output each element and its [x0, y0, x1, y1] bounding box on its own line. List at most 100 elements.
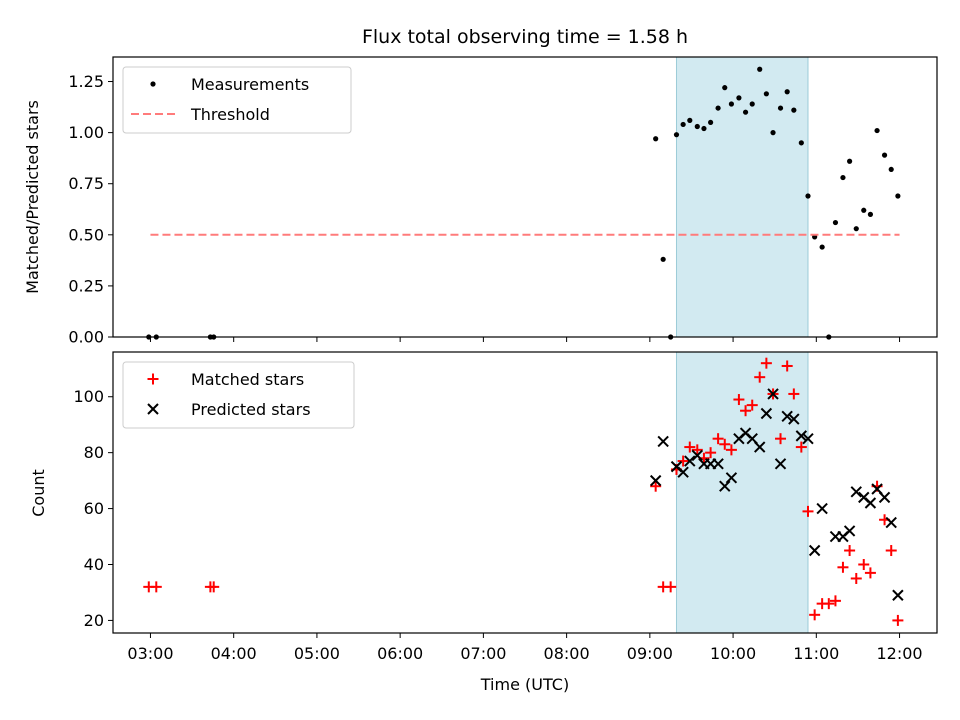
matched-stars-point — [837, 561, 849, 573]
measurements-point — [660, 256, 666, 262]
matched-stars-point — [885, 545, 897, 557]
legend-marker — [147, 373, 159, 385]
x-stroke-b — [850, 486, 862, 498]
predicted-stars-series — [649, 388, 904, 601]
legend-box — [122, 66, 352, 134]
matched-stars-point — [725, 444, 737, 456]
x-stroke-b — [774, 458, 787, 470]
matched-stars-point — [665, 581, 677, 593]
x-stroke-b — [781, 410, 793, 423]
legend-label: Matched stars — [191, 370, 304, 389]
matched-stars-point — [781, 360, 793, 372]
legend: Measurements Threshold — [122, 66, 352, 134]
x-stroke-b — [670, 460, 683, 473]
measurements-point — [853, 226, 859, 232]
measurements-point — [736, 95, 742, 101]
predicted-stars-point — [725, 472, 738, 484]
matched-stars-point — [829, 595, 841, 607]
measurements-point — [763, 91, 769, 97]
predicted-stars-point — [808, 544, 821, 557]
y-tick-label: 60 — [84, 499, 104, 518]
predicted-stars-point — [788, 413, 800, 425]
measurements-point — [701, 125, 707, 132]
x-stroke-b — [858, 491, 870, 504]
x-tick-label: 09:00 — [627, 644, 673, 663]
matched-stars-point — [208, 581, 220, 593]
matched-stars-point — [150, 581, 162, 593]
measurements-point — [722, 85, 728, 91]
matched-stars-point — [746, 399, 758, 411]
predicted-stars-point — [677, 466, 689, 478]
matched-stars-point — [788, 388, 800, 400]
x-stroke-b — [788, 413, 800, 425]
predicted-stars-point — [684, 455, 696, 467]
predicted-stars-point — [843, 525, 856, 537]
legend-label: Predicted stars — [191, 400, 311, 419]
predicted-stars-point — [850, 486, 862, 498]
x-tick-label: 06:00 — [377, 644, 423, 663]
x-tick-label: 07:00 — [460, 644, 506, 663]
measurements-point — [847, 158, 853, 164]
measurements-point — [770, 130, 776, 136]
predicted-stars-point — [691, 449, 703, 462]
measurements-point — [805, 193, 811, 199]
x-stroke-b — [657, 435, 669, 448]
y-tick-label: 1.25 — [68, 72, 104, 91]
y-tick-label: 40 — [84, 555, 104, 574]
predicted-stars-point — [774, 458, 787, 470]
matched-stars-point — [719, 438, 731, 450]
matched-stars-point — [691, 444, 703, 456]
x-stroke-b — [147, 403, 159, 415]
measurements-point — [867, 211, 874, 217]
x-stroke-b — [754, 441, 766, 453]
matched-stars-point — [677, 455, 689, 467]
y-tick-label: 0.25 — [68, 276, 104, 295]
matched-stars-point — [795, 441, 807, 453]
predicted-stars-point — [754, 441, 766, 453]
measurements-point — [881, 152, 888, 158]
matched-stars-point — [705, 447, 717, 459]
predicted-stars-point — [719, 480, 731, 492]
x-axis-label: Time (UTC) — [480, 675, 569, 694]
legend-marker — [150, 81, 156, 87]
matched-stars-point — [650, 480, 662, 492]
bottom-y-axis-label: Count — [29, 469, 48, 517]
matched-stars-point — [858, 558, 870, 570]
x-tick-label: 04:00 — [211, 644, 257, 663]
x-stroke-b — [739, 427, 752, 439]
legend: Matched stars Predicted stars — [122, 361, 355, 429]
predicted-stars-point — [795, 430, 808, 442]
y-tick-label: 0.00 — [68, 328, 104, 347]
predicted-stars-point — [781, 410, 793, 423]
x-stroke-b — [760, 407, 773, 420]
y-tick-label: 0.50 — [68, 225, 104, 244]
axes-frame — [112, 56, 938, 338]
measurements-point — [694, 123, 700, 130]
x-stroke-b — [767, 388, 779, 400]
measurements-point — [715, 105, 721, 111]
y-tick-label: 0.75 — [68, 174, 104, 193]
x-stroke-b — [725, 472, 738, 484]
x-stroke-b — [816, 502, 828, 515]
observing-window-span — [675, 351, 809, 634]
matched-stars-point — [684, 441, 696, 453]
x-tick-label: 10:00 — [710, 644, 756, 663]
x-stroke-b — [691, 449, 703, 462]
measurements-point — [673, 132, 680, 138]
matched-stars-point — [844, 545, 856, 557]
measurements-point — [680, 121, 686, 128]
x-tick-label: 05:00 — [294, 644, 340, 663]
matched-stars-point — [760, 357, 772, 369]
legend-label: Measurements — [191, 75, 309, 94]
measurements-series — [146, 66, 901, 340]
matched-stars-point — [892, 614, 904, 626]
x-tick-label: 08:00 — [544, 644, 590, 663]
matched-stars-point — [754, 371, 766, 383]
y-tick-label: 80 — [84, 443, 104, 462]
legend-box — [122, 361, 355, 429]
x-stroke-b — [746, 432, 758, 445]
predicted-stars-point — [649, 474, 662, 487]
measurements-point — [819, 244, 825, 250]
measurements-point — [874, 127, 880, 134]
